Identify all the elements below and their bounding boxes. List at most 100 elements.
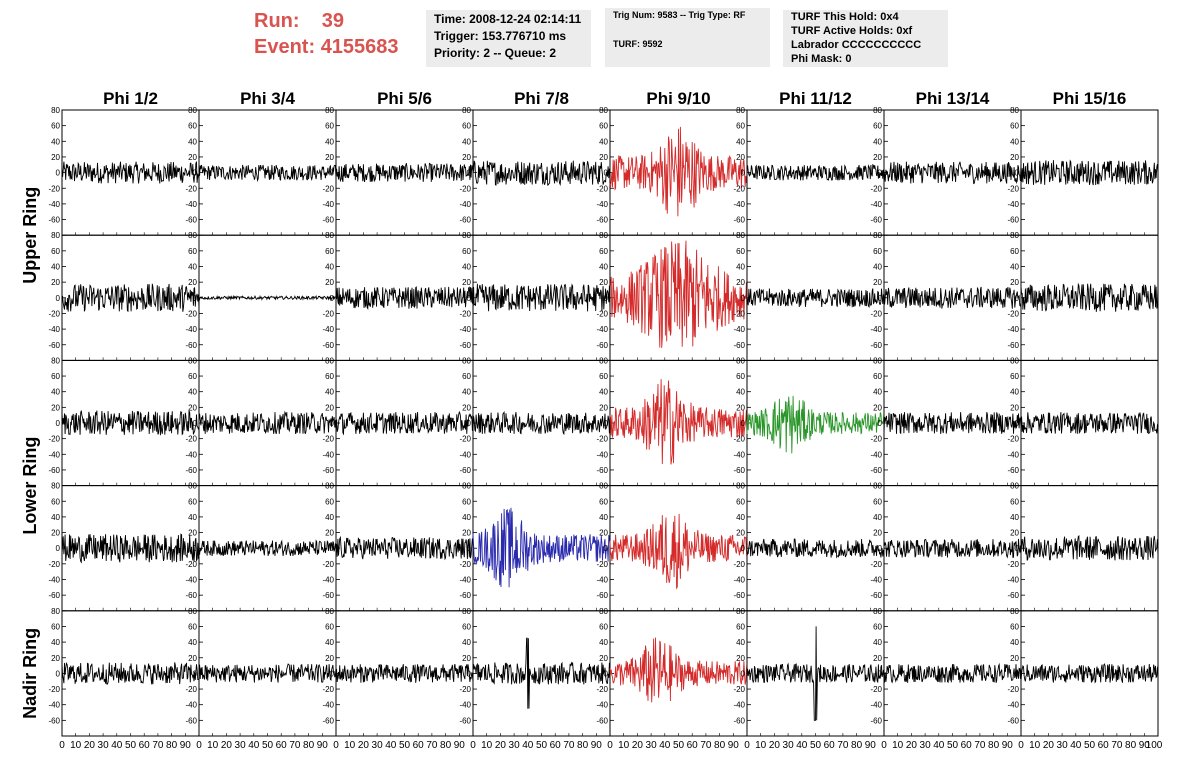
turf-active-holds: TURF Active Holds: 0xf <box>791 25 913 37</box>
waveform-trace <box>61 533 200 564</box>
y-tick-label: 20 <box>325 654 334 663</box>
y-tick-label: 0 <box>467 544 472 553</box>
y-tick-label: 40 <box>51 388 60 397</box>
x-tick-label: 10 <box>892 740 904 751</box>
y-tick-label: -60 <box>733 341 745 350</box>
y-tick-label: 20 <box>736 654 745 663</box>
y-tick-label: -40 <box>185 200 197 209</box>
y-tick-label: -20 <box>1007 560 1019 569</box>
y-tick-label: 0 <box>878 169 883 178</box>
y-tick-label: 60 <box>51 122 60 131</box>
y-tick-label: -60 <box>733 716 745 725</box>
y-tick-label: -60 <box>733 591 745 600</box>
y-tick-label: 20 <box>1010 654 1019 663</box>
y-tick-label: -20 <box>459 184 471 193</box>
x-tick-label: 50 <box>125 740 137 751</box>
y-tick-label: -40 <box>596 325 608 334</box>
y-tick-label: 20 <box>51 153 60 162</box>
x-tick-label: 30 <box>98 740 110 751</box>
column-header: Phi 11/12 <box>779 89 852 108</box>
y-tick-label: 80 <box>599 106 608 115</box>
column-header: Phi 13/14 <box>916 89 990 108</box>
y-tick-label: 20 <box>873 529 882 538</box>
y-tick-label: 80 <box>51 482 60 491</box>
y-tick-label: 60 <box>325 497 334 506</box>
y-tick-label: -60 <box>870 716 882 725</box>
event-label: Event: <box>254 36 316 58</box>
y-tick-label: -40 <box>733 576 745 585</box>
y-tick-label: -60 <box>185 341 197 350</box>
y-tick-label: 80 <box>325 607 334 616</box>
y-tick-label: 80 <box>873 106 882 115</box>
x-tick-label: 70 <box>426 740 438 751</box>
y-tick-label: -40 <box>1007 576 1019 585</box>
y-tick-label: -20 <box>733 435 745 444</box>
y-tick-label: 80 <box>1010 482 1019 491</box>
y-tick-label: -40 <box>1007 200 1019 209</box>
x-tick-label: 80 <box>440 740 452 751</box>
x-tick-label: 0 <box>1018 740 1024 751</box>
waveform-trace <box>198 294 337 301</box>
x-tick-label: 10 <box>70 740 82 751</box>
y-tick-label: 60 <box>188 122 197 131</box>
y-tick-label: 80 <box>1010 231 1019 240</box>
y-tick-label: 20 <box>188 153 197 162</box>
y-tick-label: 20 <box>736 278 745 287</box>
x-tick-label: 0 <box>607 740 613 751</box>
y-tick-label: 0 <box>56 419 61 428</box>
y-tick-label: 40 <box>736 638 745 647</box>
y-tick-label: 60 <box>599 372 608 381</box>
y-tick-label: -20 <box>322 184 334 193</box>
y-tick-label: -40 <box>322 325 334 334</box>
y-tick-label: 20 <box>873 654 882 663</box>
y-tick-label: 0 <box>56 169 61 178</box>
y-tick-label: -20 <box>870 685 882 694</box>
x-tick-label: 60 <box>961 740 973 751</box>
y-tick-label: 40 <box>1010 513 1019 522</box>
y-tick-label: 20 <box>599 153 608 162</box>
y-tick-label: 40 <box>188 137 197 146</box>
y-tick-label: 60 <box>599 497 608 506</box>
waveform-trace <box>335 410 474 436</box>
x-tick-label: 60 <box>687 740 699 751</box>
y-tick-label: -60 <box>870 466 882 475</box>
y-tick-label: -60 <box>48 216 60 225</box>
y-tick-label: 60 <box>51 497 60 506</box>
y-tick-label: 0 <box>604 544 609 553</box>
y-tick-label: -20 <box>733 560 745 569</box>
y-tick-label: 60 <box>325 247 334 256</box>
x-tick-label: 70 <box>700 740 712 751</box>
y-tick-label: 20 <box>599 654 608 663</box>
y-tick-label: 20 <box>873 153 882 162</box>
y-tick-label: -40 <box>459 576 471 585</box>
y-tick-label: 80 <box>325 106 334 115</box>
y-tick-label: 20 <box>325 153 334 162</box>
x-tick-label: 0 <box>744 740 750 751</box>
y-tick-label: 20 <box>188 654 197 663</box>
waveform-trace <box>746 163 885 181</box>
x-tick-label: 60 <box>1098 740 1110 751</box>
y-tick-label: 60 <box>599 122 608 131</box>
y-tick-label: 80 <box>188 106 197 115</box>
y-tick-label: 80 <box>736 607 745 616</box>
y-tick-label: 40 <box>188 513 197 522</box>
y-tick-label: 0 <box>741 544 746 553</box>
waveform-trace <box>335 162 474 183</box>
x-tick-label: 40 <box>796 740 808 751</box>
y-tick-label: 0 <box>467 169 472 178</box>
y-tick-label: 20 <box>462 654 471 663</box>
y-tick-label: 40 <box>599 137 608 146</box>
x-tick-label: 50 <box>536 740 548 751</box>
x-tick-label: 40 <box>933 740 945 751</box>
turf-hold-box: TURF This Hold: 0x4 TURF Active Holds: 0… <box>783 10 948 67</box>
y-tick-label: 20 <box>736 529 745 538</box>
x-tick-label: 70 <box>837 740 849 751</box>
y-tick-label: 0 <box>330 169 335 178</box>
x-tick-label: 90 <box>1002 740 1014 751</box>
x-tick-label: 90 <box>180 740 192 751</box>
y-tick-label: 0 <box>193 419 198 428</box>
x-tick-label: 50 <box>947 740 959 751</box>
y-tick-label: 40 <box>599 638 608 647</box>
y-tick-label: 0 <box>604 669 609 678</box>
y-tick-label: -20 <box>1007 435 1019 444</box>
